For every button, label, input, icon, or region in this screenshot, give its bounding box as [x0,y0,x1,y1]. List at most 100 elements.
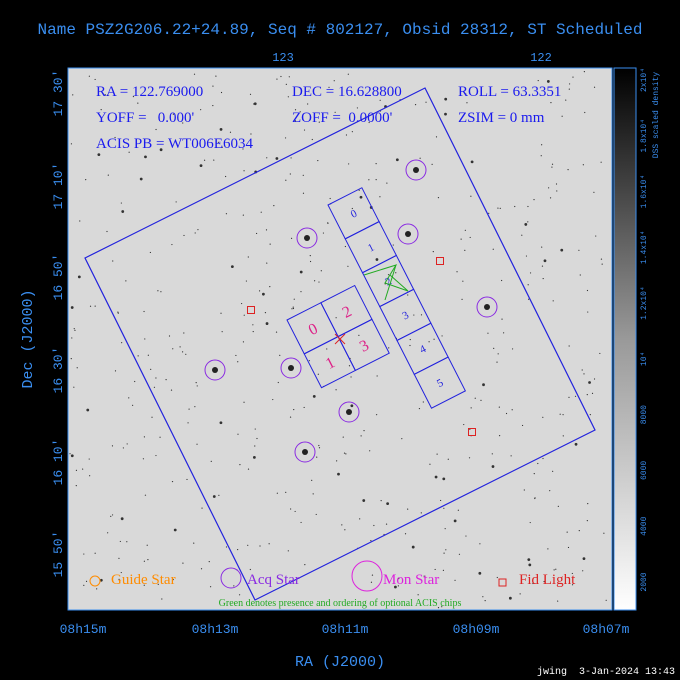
star [344,245,346,248]
chip-label: 1 [366,241,376,254]
star [586,520,588,522]
star [362,499,366,502]
star [179,346,181,348]
star [351,207,353,210]
star [401,438,403,440]
star [497,353,499,355]
star [193,542,195,544]
star [343,452,346,454]
star [546,80,550,83]
star [315,513,317,516]
star [600,161,602,163]
star [303,129,306,131]
star [359,195,363,199]
star [463,423,465,426]
star [499,207,501,210]
star [409,338,411,341]
star [556,190,558,192]
star [511,409,513,411]
info: ZOFF = 0.0000' [292,110,393,126]
legend-icon [498,578,507,587]
colorbar-tick-label: 4000 [640,516,649,535]
star [159,148,163,152]
star [369,450,371,452]
star [341,524,343,526]
star [85,179,87,181]
star-core [346,409,352,415]
star [587,503,589,505]
star [582,164,584,166]
star-core [288,365,294,371]
star [279,354,281,356]
star [254,428,256,430]
star [288,76,290,78]
star [603,532,605,534]
star [350,404,354,408]
star [487,332,489,334]
star [521,234,523,236]
star [482,383,485,387]
star [256,437,258,440]
star [411,545,415,549]
star [260,211,262,213]
star [557,505,559,507]
star [432,251,434,253]
star [293,298,295,300]
star [219,421,223,425]
star [73,386,75,388]
acq-star [294,441,316,463]
star [567,546,570,549]
star [595,235,597,237]
star-core [405,231,411,237]
star [368,179,370,181]
info: ZSIM = 0 mm [458,110,545,126]
star [86,408,90,412]
legend-icon [220,567,242,589]
star [139,177,143,181]
note: Green denotes presence and ordering of o… [219,598,462,609]
star [143,436,146,438]
star [157,290,159,292]
y-tick-label: 16 10' [51,439,66,486]
star [197,229,199,231]
star [457,509,459,511]
star [89,305,92,307]
star [480,399,482,401]
star [76,367,78,369]
star [239,463,241,466]
star [155,128,157,131]
star [335,317,337,319]
star [551,166,553,168]
star [302,192,305,194]
star [599,352,601,355]
star [468,457,471,459]
star [375,163,377,165]
info: DEC = 16.628800 [292,84,402,100]
star [199,164,203,168]
star [417,594,419,596]
star [186,478,188,481]
star [327,222,329,224]
title: Name PSZ2G206.22+24.89, Seq # 802127, Ob… [38,21,643,39]
star [537,79,539,82]
star [88,75,90,77]
star [524,223,528,226]
star [293,408,295,411]
star [273,205,275,207]
colorbar-tick-label: 2x10⁴ [640,68,649,92]
star [146,544,148,546]
star-core [212,367,218,373]
star [97,153,101,157]
star [491,465,495,468]
star [229,131,232,133]
footer: jwing 3-Jan-2024 13:43 [537,666,675,678]
star [280,75,282,78]
star [262,292,265,296]
star [335,389,337,391]
star-core [413,167,419,173]
star [157,583,159,585]
star [568,345,570,347]
star [249,568,251,571]
star [70,143,73,145]
y-tick-label: 17 30' [51,70,66,117]
